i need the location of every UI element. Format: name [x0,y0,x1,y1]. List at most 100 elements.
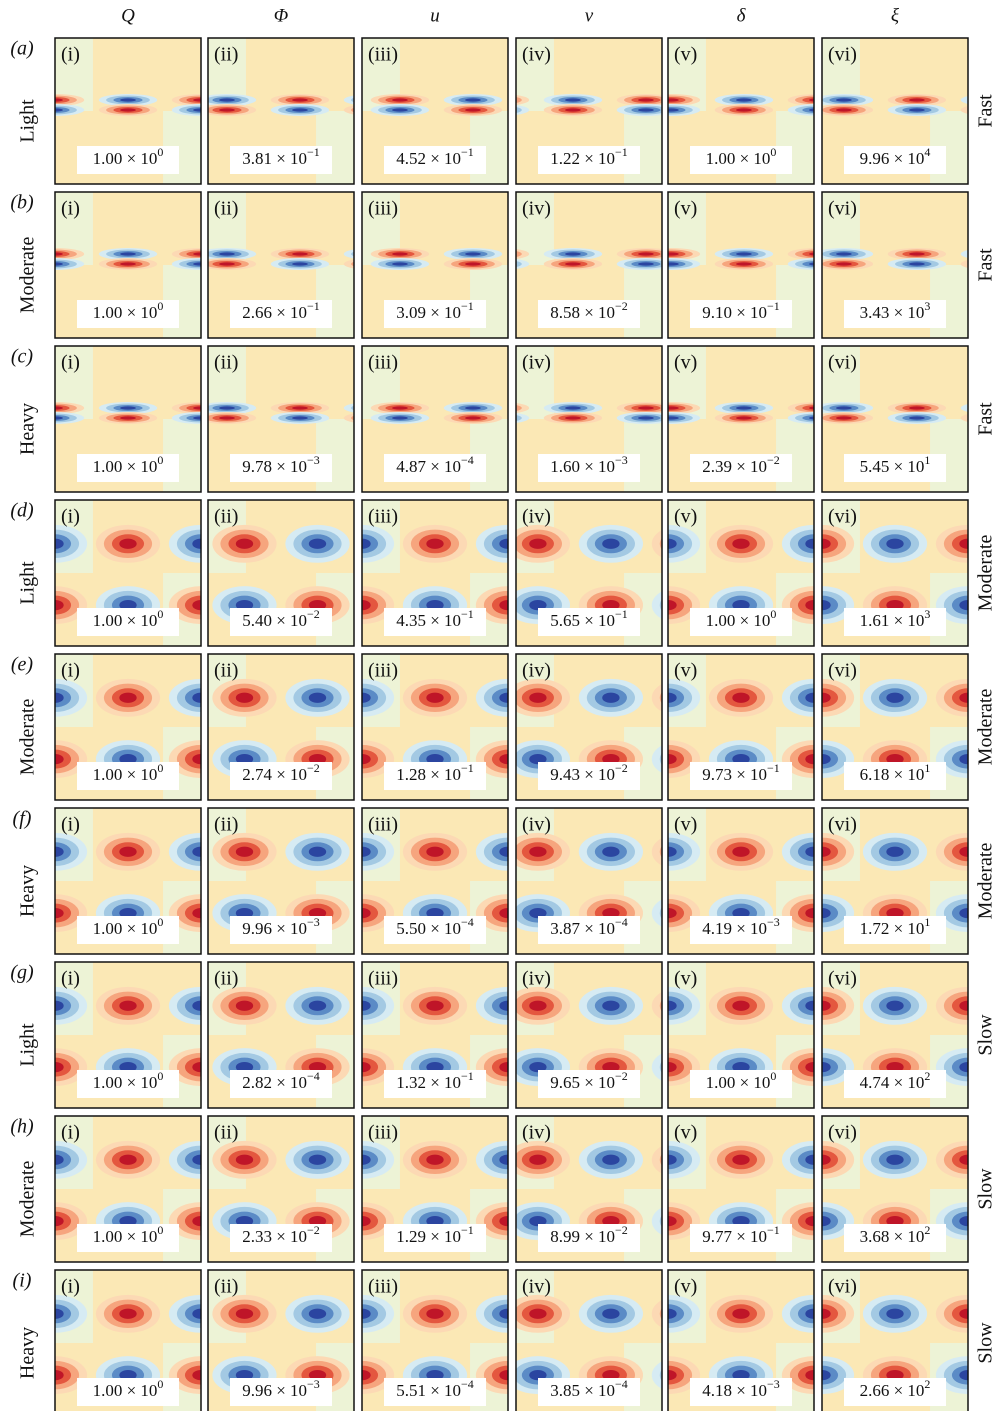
contour [465,262,481,266]
panel [55,1116,201,1262]
row-right-label: Fast [975,402,997,436]
contour [426,1308,444,1319]
contour [565,262,581,266]
amplitude-mantissa: 3.81 × 10 [242,149,307,168]
amplitude-exponent: 0 [157,299,163,313]
amplitude-exponent: 0 [157,1223,163,1237]
amplitude-mantissa: 4.18 × 10 [702,1381,767,1400]
contour [638,416,654,420]
contour [651,683,662,712]
contour [516,250,522,258]
amplitude-box [384,454,486,482]
amplitude-exponent: 0 [157,145,163,159]
contour [909,98,925,102]
contour [602,907,620,919]
contour [651,1361,662,1389]
amplitude-exponent: −4 [615,1377,628,1391]
panel-frame [667,37,815,185]
contour [499,1061,508,1073]
contour [55,252,63,256]
contour [465,252,481,256]
contour [802,97,814,103]
contour [732,692,750,703]
contour [292,98,308,102]
amplitude-box [538,454,640,482]
contour [909,406,925,410]
panel-id: (iv) [522,968,551,990]
contour [565,416,581,420]
amplitude-mantissa: 1.00 × 10 [93,919,158,938]
contour [235,1000,254,1011]
panel-frame [54,345,202,493]
contour [516,412,530,424]
contour [465,98,481,102]
contour [836,416,852,420]
contour [959,753,968,765]
amplitude-exponent: −1 [307,299,320,313]
amplitude-exponent: 3 [924,607,930,621]
amplitude-box [384,300,486,328]
amplitude-box [844,1070,946,1098]
amplitude-label: 3.09 × 10−1 [396,299,474,322]
contour [638,98,654,102]
contour [426,907,444,919]
contour [308,538,327,549]
contour [805,1154,814,1165]
amplitude-exponent: 0 [157,1069,163,1083]
contour [886,846,904,857]
contour [668,108,679,112]
contour [308,846,327,857]
contour [822,1061,831,1073]
contour [886,907,904,919]
panel-frame [667,807,815,955]
contour [0,94,11,106]
contour [392,98,408,102]
contour [809,262,814,266]
amplitude-label: 3.87 × 10−4 [550,915,628,938]
amplitude-label: 1.00 × 100 [93,607,164,630]
contour [529,1061,547,1073]
amplitude-exponent: −3 [615,453,628,467]
contour [516,414,522,422]
amplitude-label: 9.96 × 10−3 [242,915,320,938]
contour [120,252,136,256]
contour [802,251,814,257]
row-letter: (b) [10,192,34,214]
panel-frame [54,191,202,339]
panel-frame [667,345,815,493]
contour [651,991,662,1020]
amplitude-box [77,916,179,944]
amplitude-box [77,1378,179,1406]
amplitude-box [538,146,640,174]
amplitude-exponent: −4 [461,453,474,467]
amplitude-box [844,300,946,328]
contour [308,1369,327,1381]
contour [55,416,63,420]
contour [822,538,831,549]
amplitude-mantissa: 1.00 × 10 [93,1227,158,1246]
contour [822,907,831,919]
amplitude-exponent: 2 [924,1223,930,1237]
amplitude-box [77,454,179,482]
contour [0,96,4,105]
amplitude-mantissa: 9.43 × 10 [550,765,615,784]
contour [529,1215,547,1227]
amplitude-label: 8.99 × 10−2 [550,1223,628,1246]
contour [909,108,925,112]
contour [668,846,677,857]
amplitude-label: 5.51 × 10−4 [396,1377,474,1400]
amplitude-mantissa: 5.65 × 10 [550,611,615,630]
amplitude-exponent: −2 [767,453,780,467]
panel-frame [515,499,663,647]
panel-id: (iii) [368,814,398,836]
contour [959,1215,968,1227]
contour [516,106,522,114]
contour [235,907,254,919]
row-right-label: Fast [975,248,997,282]
amplitude-label: 9.73 × 10−1 [702,761,780,784]
contour [516,404,522,412]
panel-frame [361,807,509,955]
row-left-label: Heavy [17,403,39,455]
contour [602,1154,620,1165]
amplitude-label: 5.65 × 10−1 [550,607,628,630]
